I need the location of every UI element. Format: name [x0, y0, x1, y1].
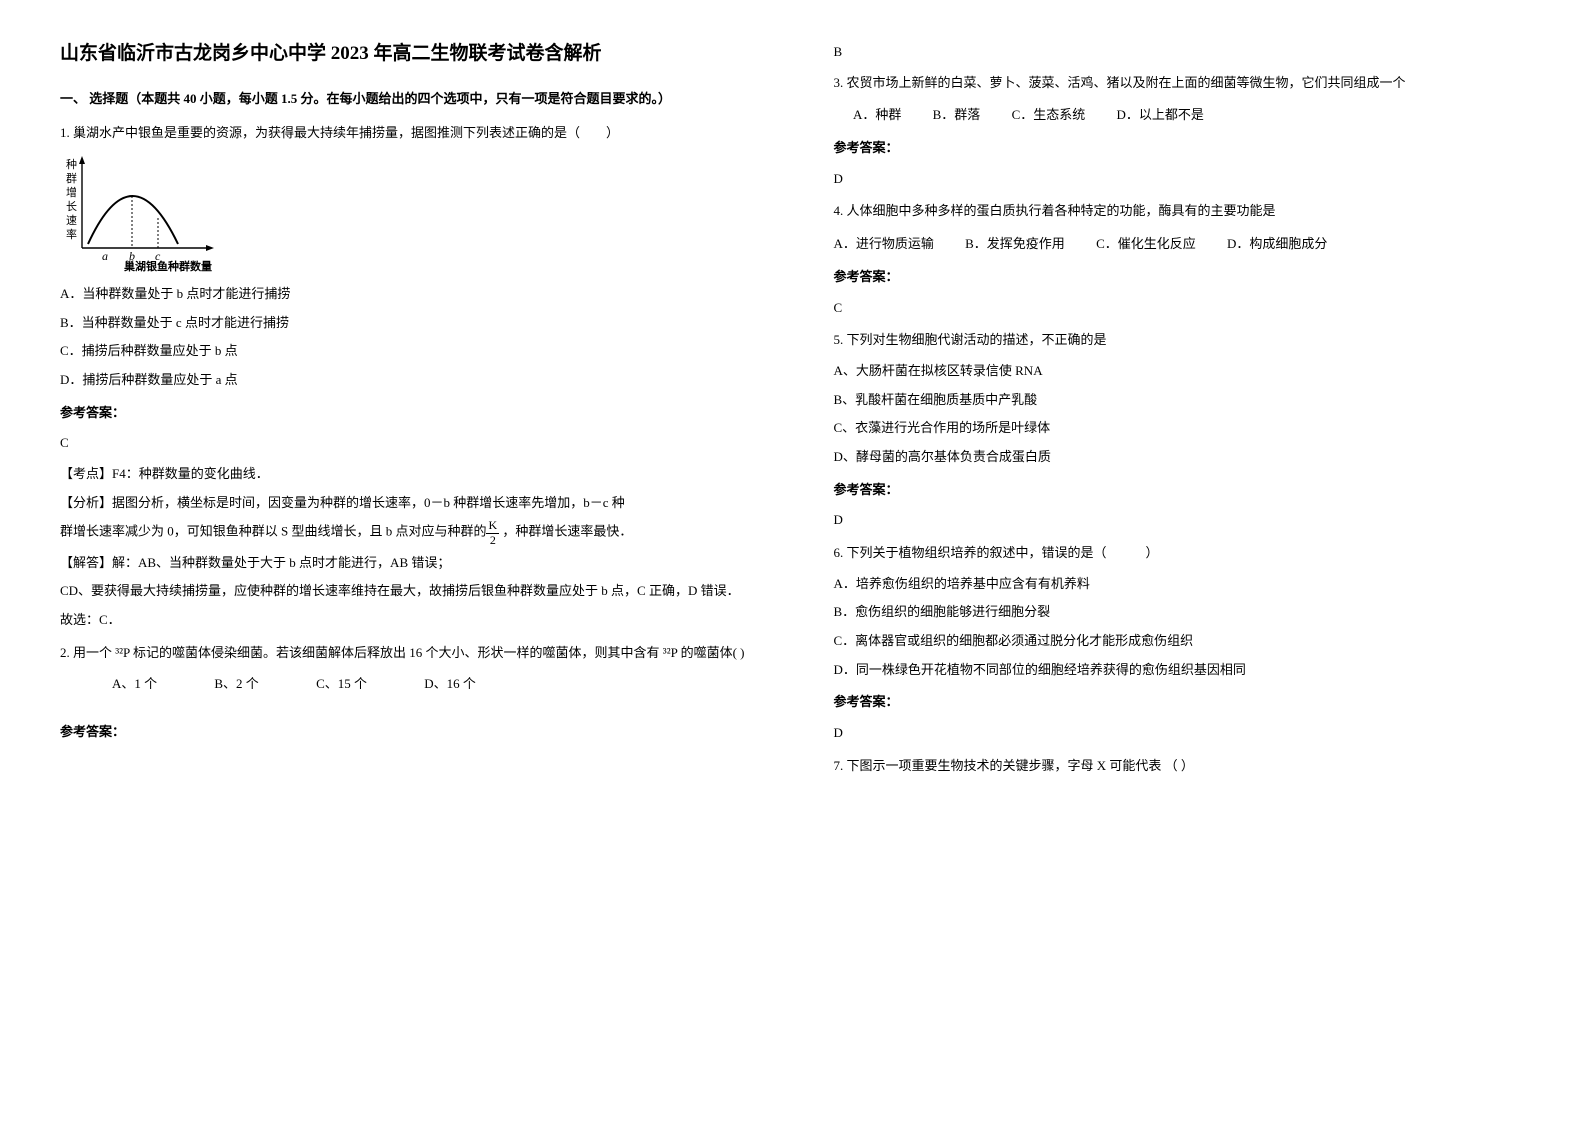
answer-value: C [834, 296, 1528, 321]
option-b: B．当种群数量处于 c 点时才能进行捕捞 [60, 311, 754, 336]
answer-label: 参考答案： [834, 136, 1528, 161]
question-7: 7. 下图示一项重要生物技术的关键步骤，字母 X 可能代表 （ ） [834, 754, 1528, 779]
question-1: 1. 巢湖水产中银鱼是重要的资源，为获得最大持续年捕捞量，据图推测下列表述正确的… [60, 121, 754, 633]
question-5: 5. 下列对生物细胞代谢活动的描述，不正确的是 A、大肠杆菌在拟核区转录信使 R… [834, 328, 1528, 533]
fraction: K2 [486, 519, 499, 546]
option-c: C、衣藻进行光合作用的场所是叶绿体 [834, 416, 1528, 441]
option-row: A．进行物质运输 B．发挥免疫作用 C．催化生化反应 D．构成细胞成分 [834, 232, 1528, 257]
solve-line: CD、要获得最大持续捕捞量，应使种群的增长速率维持在最大，故捕捞后银鱼种群数量应… [60, 579, 754, 604]
question-text: 3. 农贸市场上新鲜的白菜、萝卜、菠菜、活鸡、猪以及附在上面的细菌等微生物，它们… [834, 71, 1528, 96]
y-axis-char: 率 [66, 227, 77, 241]
answer-value: D [834, 721, 1528, 746]
answer-value: D [834, 167, 1528, 192]
answer-label: 参考答案： [834, 265, 1528, 290]
option-a: A．当种群数量处于 b 点时才能进行捕捞 [60, 282, 754, 307]
exam-point: 【考点】F4：种群数量的变化曲线． [60, 462, 754, 487]
doc-title: 山东省临沂市古龙岗乡中心中学 2023 年高二生物联考试卷含解析 [60, 40, 754, 69]
option-row: A、1 个 B、2 个 C、15 个 D、16 个 [60, 672, 754, 697]
y-axis-char: 长 [66, 200, 77, 213]
option-b: B、乳酸杆菌在细胞质基质中产乳酸 [834, 388, 1528, 413]
option-b: B．愈伤组织的细胞能够进行细胞分裂 [834, 600, 1528, 625]
y-axis-arrow [79, 156, 85, 164]
option-c: C．捕捞后种群数量应处于 b 点 [60, 339, 754, 364]
option-b: B．群落 [933, 103, 981, 128]
y-axis-char: 增 [66, 185, 77, 199]
question-text: 7. 下图示一项重要生物技术的关键步骤，字母 X 可能代表 （ ） [834, 754, 1528, 779]
option-b: B．发挥免疫作用 [965, 232, 1065, 257]
option-b: B、2 个 [188, 672, 258, 697]
question-4: 4. 人体细胞中多种多样的蛋白质执行着各种特定的功能，酶具有的主要功能是 A．进… [834, 199, 1528, 320]
solve-line: 【解答】解：AB、当种群数量处于大于 b 点时才能进行，AB 错误； [60, 551, 754, 576]
option-a: A、大肠杆菌在拟核区转录信使 RNA [834, 359, 1528, 384]
answer-label: 参考答案： [60, 401, 754, 426]
answer-label: 参考答案： [834, 690, 1528, 715]
option-row: A．种群 B．群落 C．生态系统 D．以上都不是 [834, 103, 1528, 128]
analysis-line: 群增长速率减少为 0，可知银鱼种群以 S 型曲线增长，且 b 点对应与种群的K2… [60, 519, 754, 546]
analysis-text: ，种群增长速率最快． [499, 524, 632, 539]
option-d: D．以上都不是 [1116, 103, 1203, 128]
question-text: 6. 下列关于植物组织培养的叙述中，错误的是（ ） [834, 541, 1528, 566]
y-axis-char: 种 [66, 157, 77, 171]
option-d: D、16 个 [398, 672, 476, 697]
curve-path [88, 196, 178, 244]
answer-label: 参考答案： [60, 720, 754, 745]
answer-value: C [60, 431, 754, 456]
question-text: 5. 下列对生物细胞代谢活动的描述，不正确的是 [834, 328, 1528, 353]
answer-label: 参考答案： [834, 478, 1528, 503]
solve-line: 故选：C． [60, 608, 754, 633]
chart-container: 种 群 增 长 速 率 a b c 巢湖银鱼种群数量 [60, 152, 754, 272]
question-text: 2. 用一个 ³²P 标记的噬菌体侵染细菌。若该细菌解体后释放出 16 个大小、… [60, 641, 754, 666]
question-2: 2. 用一个 ³²P 标记的噬菌体侵染细菌。若该细菌解体后释放出 16 个大小、… [60, 641, 754, 745]
question-text: 4. 人体细胞中多种多样的蛋白质执行着各种特定的功能，酶具有的主要功能是 [834, 199, 1528, 224]
option-a: A．进行物质运输 [834, 232, 934, 257]
option-c: C．离体器官或组织的细胞都必须通过脱分化才能形成愈伤组织 [834, 629, 1528, 654]
question-6: 6. 下列关于植物组织培养的叙述中，错误的是（ ） A．培养愈伤组织的培养基中应… [834, 541, 1528, 746]
right-column: B 3. 农贸市场上新鲜的白菜、萝卜、菠菜、活鸡、猪以及附在上面的细菌等微生物，… [834, 40, 1528, 787]
question-text: 1. 巢湖水产中银鱼是重要的资源，为获得最大持续年捕捞量，据图推测下列表述正确的… [60, 121, 754, 146]
option-a: A．种群 [853, 103, 901, 128]
x-tick-a: a [102, 249, 108, 263]
option-c: C、15 个 [290, 672, 367, 697]
fraction-num: K [486, 519, 499, 533]
y-axis-char: 群 [66, 171, 77, 185]
growth-curve-chart: 种 群 增 长 速 率 a b c 巢湖银鱼种群数量 [60, 152, 230, 272]
analysis-line: 【分析】据图分析，横坐标是时间，因变量为种群的增长速率，0－b 种群增长速率先增… [60, 491, 754, 516]
left-column: 山东省临沂市古龙岗乡中心中学 2023 年高二生物联考试卷含解析 一、 选择题（… [60, 40, 754, 787]
option-d: D、酵母菌的高尔基体负责合成蛋白质 [834, 445, 1528, 470]
answer-value: D [834, 508, 1528, 533]
option-c: C．催化生化反应 [1096, 232, 1196, 257]
question-3: 3. 农贸市场上新鲜的白菜、萝卜、菠菜、活鸡、猪以及附在上面的细菌等微生物，它们… [834, 71, 1528, 192]
option-a: A、1 个 [86, 672, 157, 697]
x-axis-arrow [206, 245, 214, 251]
option-a: A．培养愈伤组织的培养基中应含有有机养料 [834, 572, 1528, 597]
x-axis-label: 巢湖银鱼种群数量 [123, 259, 212, 272]
analysis-text: 群增长速率减少为 0，可知银鱼种群以 S 型曲线增长，且 b 点对应与种群的 [60, 524, 486, 539]
option-c: C．生态系统 [1012, 103, 1086, 128]
section-header: 一、 选择题（本题共 40 小题，每小题 1.5 分。在每小题给出的四个选项中，… [60, 87, 754, 112]
fraction-den: 2 [486, 534, 499, 547]
option-d: D．捕捞后种群数量应处于 a 点 [60, 368, 754, 393]
answer-value: B [834, 40, 1528, 65]
option-d: D．构成细胞成分 [1227, 232, 1327, 257]
y-axis-char: 速 [66, 214, 77, 227]
option-d: D．同一株绿色开花植物不同部位的细胞经培养获得的愈伤组织基因相同 [834, 658, 1528, 683]
